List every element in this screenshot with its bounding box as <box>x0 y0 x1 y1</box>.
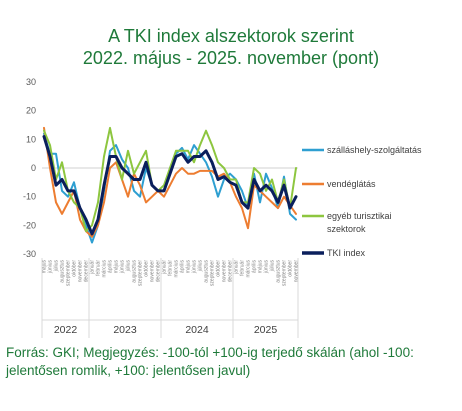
chart-title-line2: 2022. május - 2025. november (pont) <box>82 48 380 68</box>
x-tick-label: október <box>216 260 222 277</box>
x-axis: május június július augusztus szeptember októ… <box>41 258 300 338</box>
x-tick-label: június <box>192 260 198 275</box>
legend-label: szektorok <box>327 224 366 234</box>
x-tick-label: július <box>126 260 132 273</box>
x-tick-label: december <box>84 260 90 283</box>
x-tick-label: január <box>234 260 240 275</box>
year-label: 2024 <box>185 324 209 336</box>
x-tick-label: december <box>228 260 234 283</box>
y-tick-label: 30 <box>26 77 36 87</box>
x-tick-label: november <box>150 260 156 283</box>
chart-title-line1: A TKI index alszektorok szerint <box>108 26 354 46</box>
y-tick-label: 0 <box>31 163 36 173</box>
x-tick-label: május <box>42 260 48 274</box>
x-tick-label: szeptember <box>210 260 216 286</box>
x-tick-label: február <box>168 260 174 276</box>
x-tick-label: október <box>288 260 294 277</box>
x-tick-label: július <box>198 260 204 273</box>
legend-label: szálláshely-szolgáltatás <box>327 145 422 155</box>
x-tick-label: szeptember <box>138 260 144 286</box>
source-note: Forrás: GKI; Megjegyzés: -100-tól +100-i… <box>6 345 414 378</box>
legend-label: TKI index <box>327 248 366 258</box>
x-tick-label: október <box>72 260 78 277</box>
x-tick-label: november <box>222 260 228 283</box>
y-tick-label: -30 <box>23 249 36 259</box>
x-tick-label: április <box>180 260 186 274</box>
x-tick-label: április <box>108 260 114 274</box>
x-tick-label: október <box>144 260 150 277</box>
x-tick-label: július <box>54 260 60 273</box>
x-tick-label: február <box>96 260 102 276</box>
y-tick-label: 10 <box>26 134 36 144</box>
x-tick-label: augusztus <box>60 260 66 283</box>
x-tick-label: január <box>162 260 168 275</box>
x-tick-label: november <box>294 260 300 283</box>
x-tick-label: április <box>252 260 258 274</box>
y-tick-label: -10 <box>23 192 36 202</box>
x-tick-label: május <box>114 260 120 274</box>
x-tick-label: június <box>264 260 270 275</box>
chart-series <box>42 126 298 244</box>
x-tick-label: március <box>102 260 108 278</box>
x-tick-label: szeptember <box>66 260 72 286</box>
series-line <box>43 126 297 233</box>
x-tick-label: augusztus <box>276 260 282 283</box>
year-label: 2025 <box>254 324 278 336</box>
chart-legend: szálláshely-szolgáltatás vendéglátás egyéb… <box>302 145 422 258</box>
x-tick-label: március <box>174 260 180 278</box>
x-tick-label: augusztus <box>204 260 210 283</box>
series-line <box>43 126 297 238</box>
x-tick-label: június <box>120 260 126 275</box>
series-line <box>42 135 298 236</box>
x-tick-label: március <box>246 260 252 278</box>
x-tick-label: május <box>258 260 264 274</box>
y-axis: 30 20 10 0 -10 -20 -30 <box>23 77 298 259</box>
year-label: 2022 <box>54 324 78 336</box>
x-tick-label: május <box>186 260 192 274</box>
year-label: 2023 <box>113 324 137 336</box>
y-tick-label: -20 <box>23 220 36 230</box>
x-tick-label: június <box>48 260 54 275</box>
legend-label: egyéb turisztikai <box>327 211 392 221</box>
y-tick-label: 20 <box>26 106 36 116</box>
legend-label: vendéglátás <box>327 179 376 189</box>
x-tick-label: szeptember <box>282 260 288 286</box>
x-tick-label: december <box>156 260 162 283</box>
x-tick-label: augusztus <box>132 260 138 283</box>
x-tick-label: július <box>270 260 276 273</box>
x-tick-label: január <box>90 260 96 275</box>
x-tick-label: február <box>240 260 246 276</box>
x-tick-label: november <box>78 260 84 283</box>
